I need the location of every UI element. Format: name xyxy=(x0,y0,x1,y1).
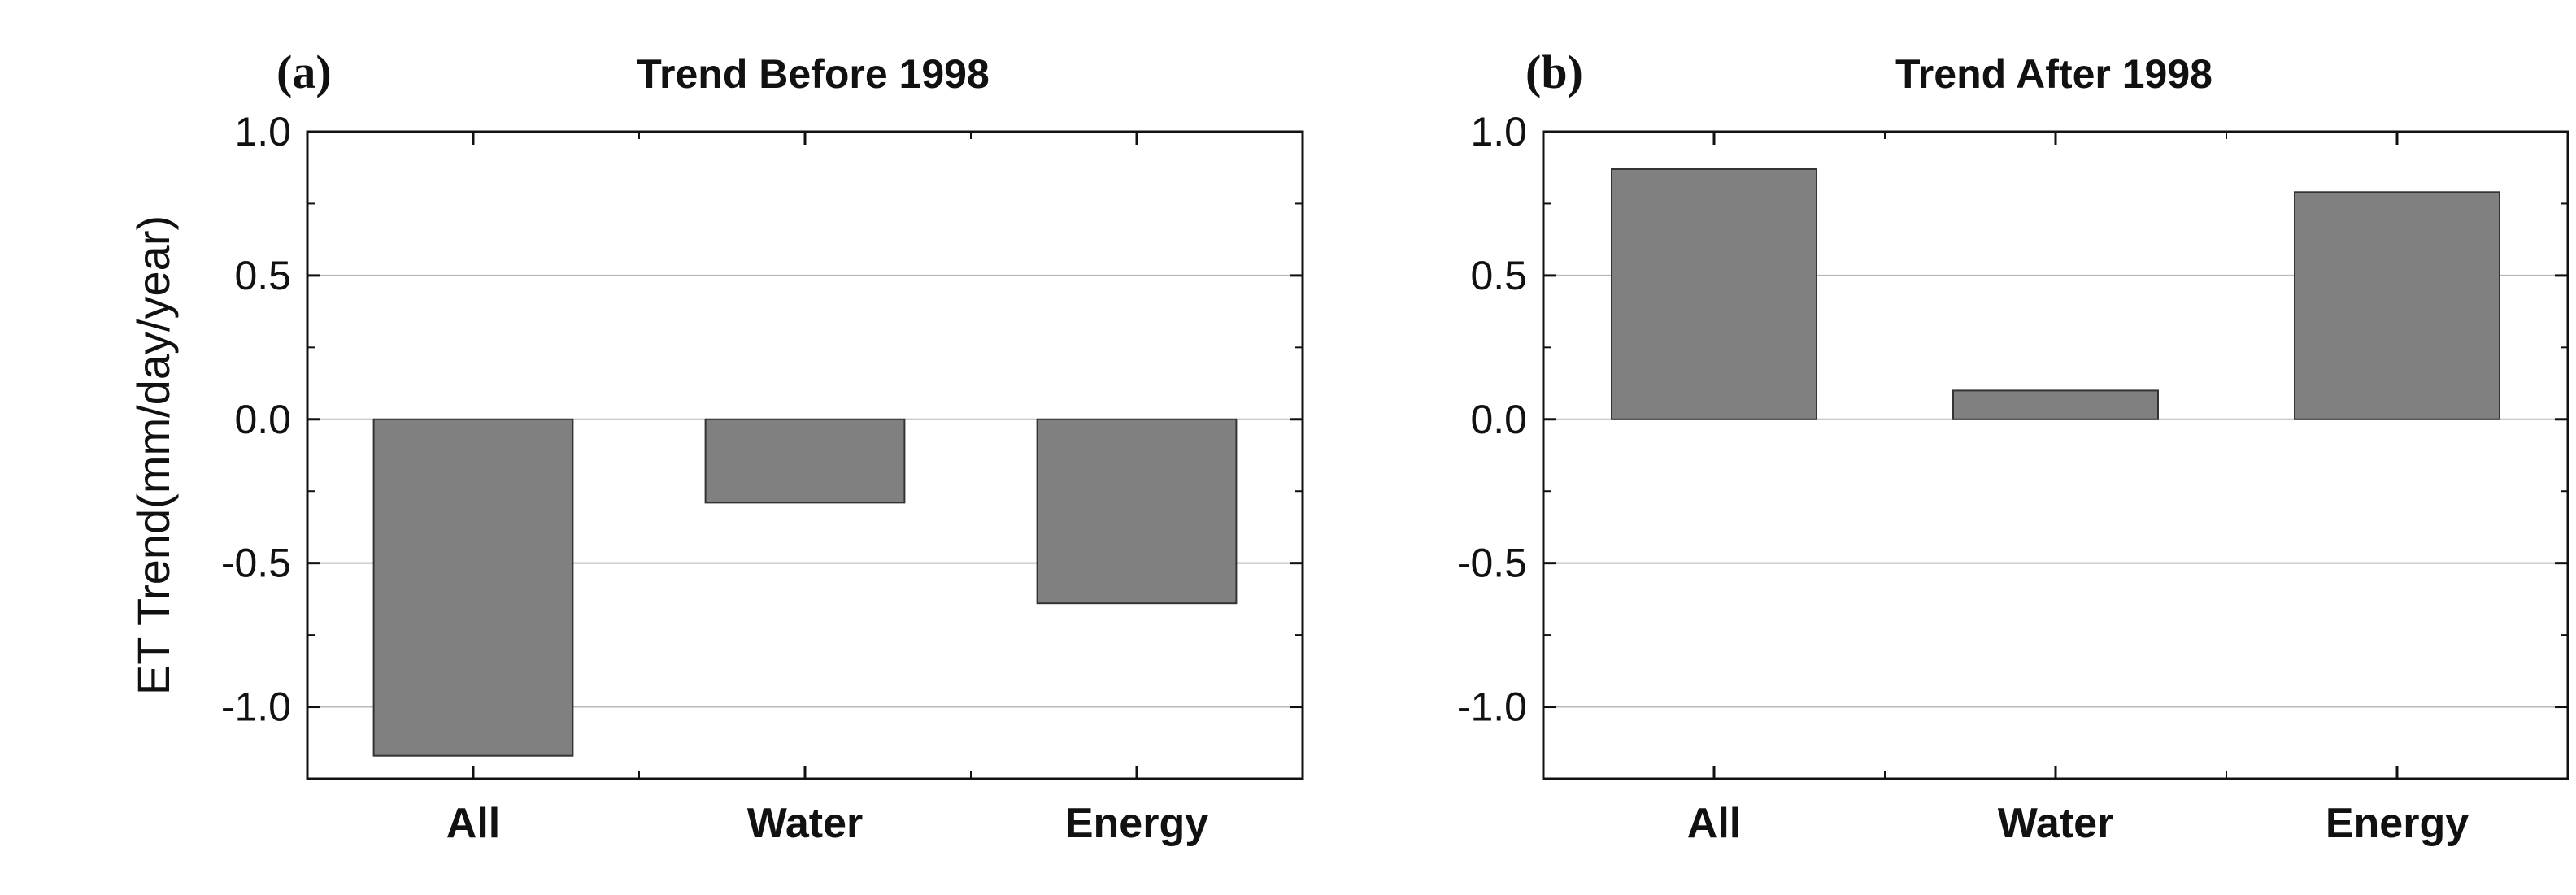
panel-b-label: (b) xyxy=(1525,46,1583,98)
y-tick-label: -0.5 xyxy=(1457,541,1527,586)
y-tick-label: -0.5 xyxy=(221,541,291,586)
y-tick-label: 0.0 xyxy=(1470,397,1527,442)
y-tick-label: 1.0 xyxy=(1470,109,1527,154)
y-tick-label: 0.5 xyxy=(234,253,291,298)
y-tick-label: 0.0 xyxy=(234,397,291,442)
y-tick-label: 1.0 xyxy=(234,109,291,154)
panel-a-title: Trend Before 1998 xyxy=(637,51,990,97)
x-tick-label: All xyxy=(446,800,500,847)
x-tick-label: All xyxy=(1687,800,1741,847)
bar-water xyxy=(704,418,906,504)
bar-water xyxy=(1952,389,2159,420)
panel-a: (a) Trend Before 1998 ET Trend(mm/day/ye… xyxy=(128,46,1304,847)
panel-a-label: (a) xyxy=(276,46,332,98)
bar-energy xyxy=(2294,191,2500,420)
bar-all xyxy=(1611,167,1817,420)
y-tick-label: -1.0 xyxy=(1457,684,1527,730)
x-tick-label: Water xyxy=(747,800,864,847)
y-tick-label: 0.5 xyxy=(1470,253,1527,298)
x-tick-label: Energy xyxy=(1065,800,1208,847)
plot-area-a: 1.0 0.5 0.0 -0.5 -1.0 All Water Energy xyxy=(221,109,1304,847)
bar-energy xyxy=(1036,418,1238,605)
bar-all xyxy=(372,418,574,757)
y-axis-label: ET Trend(mm/day/year) xyxy=(128,215,179,695)
panel-b: (b) Trend After 1998 1.0 0.5 0.0 -0.5 -1.0 Al… xyxy=(1457,46,2569,847)
x-tick-label: Water xyxy=(1998,800,2114,847)
panel-b-title: Trend After 1998 xyxy=(1895,51,2213,97)
x-tick-label: Energy xyxy=(2326,800,2469,847)
plot-area-b: 1.0 0.5 0.0 -0.5 -1.0 All Water Energy xyxy=(1457,109,2569,847)
y-tick-label: -1.0 xyxy=(221,684,291,730)
